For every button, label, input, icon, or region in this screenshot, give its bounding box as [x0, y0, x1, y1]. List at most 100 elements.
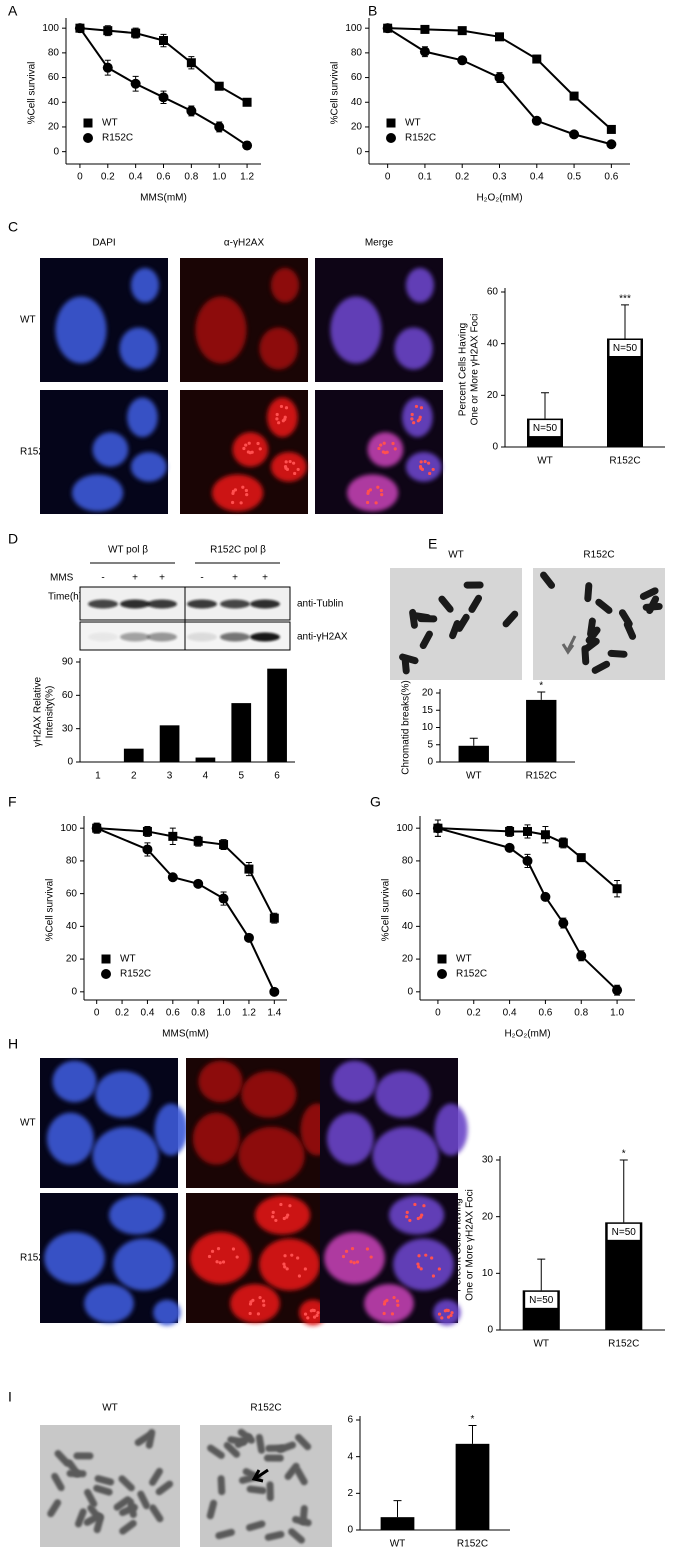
band — [220, 632, 250, 642]
image-label: WT — [102, 1403, 118, 1414]
nucleus — [326, 1112, 374, 1165]
focus — [216, 1247, 221, 1251]
focus — [251, 1298, 255, 1302]
chromosome — [255, 1433, 266, 1454]
nucleus — [299, 1299, 327, 1326]
chromosome — [66, 1469, 87, 1478]
focus — [281, 419, 285, 423]
marker — [569, 91, 579, 101]
y-axis-label: %Cell survival — [381, 879, 392, 942]
x-tick-label: 0.6 — [604, 172, 618, 183]
bar — [380, 1517, 415, 1530]
y-tick-label: 20 — [66, 954, 78, 965]
x-tick-label: 0.4 — [503, 1008, 517, 1019]
band-label: anti-γH2AX — [297, 632, 348, 643]
focus — [293, 471, 297, 476]
chromosome — [264, 1530, 285, 1541]
band — [187, 599, 217, 609]
focus — [419, 1215, 423, 1219]
row-label: R152C — [20, 1253, 51, 1264]
significance: * — [539, 681, 543, 692]
marker — [457, 26, 467, 36]
chromosome — [234, 1433, 253, 1449]
significance: *** — [619, 294, 631, 305]
focus — [365, 1247, 370, 1251]
legend-label: R152C — [405, 133, 436, 144]
nucleus — [324, 1232, 385, 1284]
nucleus — [192, 1112, 240, 1165]
focus — [284, 406, 289, 410]
focus — [215, 1260, 219, 1264]
band — [250, 599, 280, 609]
x-tick-label: 0.4 — [129, 172, 143, 183]
panel-letter: F — [8, 794, 17, 810]
y-tick-label: 100 — [42, 23, 59, 34]
focus — [261, 1299, 266, 1303]
focus — [374, 501, 378, 505]
y-tick-label: 0 — [487, 1325, 493, 1336]
nucleus — [190, 1232, 251, 1284]
y-tick-label: 90 — [62, 657, 74, 668]
x-tick-label: 1.2 — [240, 172, 254, 183]
y-tick-label: 80 — [66, 856, 78, 867]
focus — [352, 1261, 356, 1265]
nucleus — [119, 327, 158, 370]
y-tick-label: 30 — [482, 1155, 494, 1166]
x-tick-label: 0.6 — [538, 1008, 552, 1019]
row-label: Time(h) — [48, 592, 82, 603]
bar — [267, 668, 287, 762]
focus — [385, 1298, 389, 1302]
chromosome — [223, 1441, 241, 1458]
x-axis-label: MMS(mM) — [140, 193, 187, 204]
x-tick-label: 0.2 — [115, 1008, 129, 1019]
focus — [393, 447, 397, 451]
focus — [296, 1256, 300, 1260]
x-tick-label: 1.2 — [242, 1008, 256, 1019]
y-tick-label: 60 — [487, 287, 499, 298]
nucleus — [330, 296, 382, 364]
marker — [244, 864, 254, 874]
panel-letter: C — [8, 219, 18, 235]
focus — [231, 1247, 236, 1251]
chromosome — [288, 1528, 306, 1544]
y-axis-label: γH2AX Relative — [33, 677, 44, 747]
marker — [558, 918, 569, 929]
focus — [233, 488, 238, 492]
y-tick-label: 6 — [347, 1415, 353, 1426]
chromosome — [642, 602, 663, 611]
x-tick-label: WT — [537, 456, 553, 467]
bar-note: N=50 — [533, 423, 558, 434]
marker — [606, 139, 617, 150]
chromosome — [587, 617, 596, 638]
panel-letter: I — [8, 1389, 12, 1405]
marker — [242, 140, 253, 151]
error-bar — [469, 737, 478, 746]
marker — [522, 855, 533, 866]
marker — [167, 872, 178, 883]
chromosome — [83, 1512, 103, 1526]
nucleus — [389, 1195, 445, 1235]
legend-marker — [386, 118, 396, 128]
legend-marker — [83, 133, 93, 143]
y-tick-label: 100 — [345, 23, 362, 34]
x-tick-label: 0.6 — [166, 1008, 180, 1019]
y-axis-label: Percent Cells Having — [458, 323, 469, 416]
marker — [214, 121, 225, 132]
y-tick-label: 10 — [422, 722, 434, 733]
marker — [540, 891, 551, 902]
x-tick-label: R152C — [457, 1539, 488, 1550]
band — [88, 599, 118, 609]
row-label: WT — [20, 1118, 36, 1129]
nucleus — [198, 1060, 243, 1103]
x-tick-label: 0.4 — [140, 1008, 154, 1019]
focus — [417, 1254, 421, 1258]
marker — [142, 844, 153, 855]
bar — [159, 725, 180, 762]
nucleus — [259, 327, 298, 370]
focus — [242, 446, 246, 451]
focus — [256, 1312, 261, 1316]
chromosome — [118, 1475, 135, 1492]
lane-sign: - — [101, 573, 104, 584]
y-tick-label: 20 — [48, 122, 60, 133]
y-tick-label: 80 — [351, 48, 363, 59]
